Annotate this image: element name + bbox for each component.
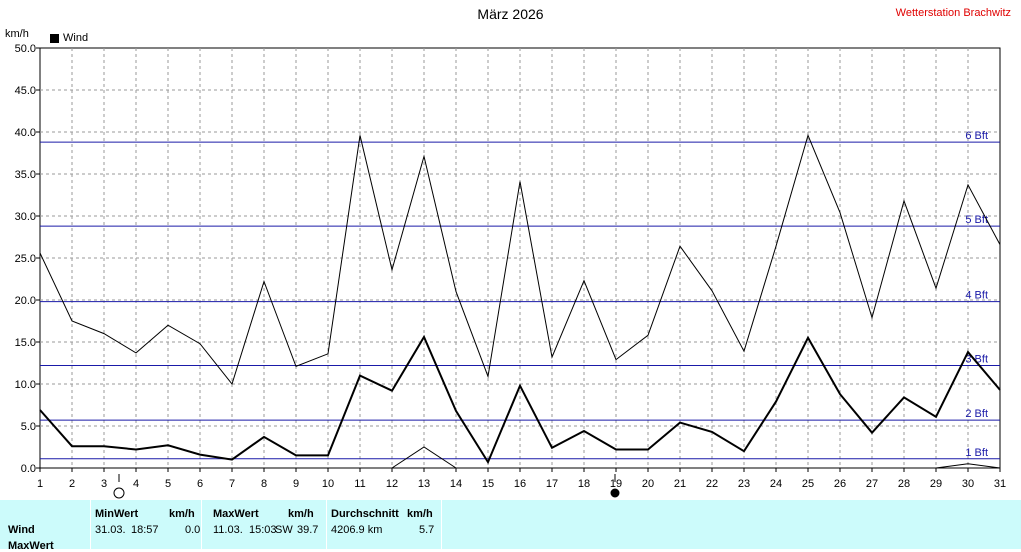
stats-col-min: MinWert km/h 31.03. 18:57 0.0 bbox=[90, 500, 201, 549]
stats-divider bbox=[441, 500, 442, 549]
series-line-1 bbox=[39, 133, 1001, 386]
y-tick-label: 0.0 bbox=[21, 463, 36, 475]
x-tick-label: 28 bbox=[898, 478, 910, 490]
beaufort-label: 6 Bft bbox=[965, 130, 988, 142]
avg-value: 5.7 bbox=[419, 524, 435, 536]
max-unit: km/h bbox=[288, 508, 314, 520]
x-tick-label: 21 bbox=[674, 478, 686, 490]
x-tick-label: 17 bbox=[546, 478, 558, 490]
avg-unit: km/h bbox=[407, 508, 433, 520]
chart-title: März 2026 bbox=[477, 6, 544, 22]
beaufort-label: 4 Bft bbox=[965, 290, 988, 302]
avg-distance: 4206.9 km bbox=[331, 524, 383, 536]
x-tick-label: 16 bbox=[514, 478, 526, 490]
station-name: Wetterstation Brachwitz bbox=[895, 7, 1011, 19]
x-tick-label: 31 bbox=[994, 478, 1006, 490]
series-line-0 bbox=[39, 334, 1001, 465]
x-tick-label: 10 bbox=[322, 478, 334, 490]
x-tick-label: 23 bbox=[738, 478, 750, 490]
x-tick-label: 7 bbox=[229, 478, 235, 490]
x-tick-label: 18 bbox=[578, 478, 590, 490]
min-date: 31.03. bbox=[95, 524, 126, 536]
new-moon-icon bbox=[610, 488, 620, 498]
beaufort-label: 1 Bft bbox=[965, 447, 988, 459]
legend-swatch bbox=[50, 33, 59, 43]
x-tick-label: 3 bbox=[101, 478, 107, 490]
y-tick-label: 40.0 bbox=[15, 127, 36, 139]
max-time: 15:03 bbox=[249, 524, 277, 536]
x-tick-label: 2 bbox=[69, 478, 75, 490]
y-tick-label: 30.0 bbox=[15, 211, 36, 223]
series-line-2 bbox=[391, 446, 457, 469]
series bbox=[39, 133, 1001, 469]
stats-row-wind: Wind bbox=[8, 524, 35, 536]
series-line-2 bbox=[935, 463, 1001, 469]
max-direction: SW bbox=[275, 524, 293, 536]
stats-col-avg: Durchschnitt km/h 4206.9 km 5.7 bbox=[326, 500, 441, 549]
x-tick-label: 25 bbox=[802, 478, 814, 490]
legend: Wind bbox=[50, 32, 88, 44]
x-tick-label: 20 bbox=[642, 478, 654, 490]
stats-row-maxwert: MaxWert bbox=[8, 540, 54, 552]
x-tick-label: 13 bbox=[418, 478, 430, 490]
x-tick-label: 4 bbox=[133, 478, 139, 490]
y-tick-label: 5.0 bbox=[21, 421, 36, 433]
y-tick-label: 50.0 bbox=[15, 43, 36, 55]
x-tick-label: 12 bbox=[386, 478, 398, 490]
x-tick-label: 6 bbox=[197, 478, 203, 490]
y-tick-label: 20.0 bbox=[15, 295, 36, 307]
legend-label: Wind bbox=[63, 32, 89, 44]
x-tick-label: 5 bbox=[165, 478, 171, 490]
stats-panel: Wind MaxWert MinWert km/h 31.03. 18:57 0… bbox=[0, 500, 1021, 552]
full-moon-icon bbox=[113, 487, 125, 499]
x-tick-label: 27 bbox=[866, 478, 878, 490]
avg-header: Durchschnitt bbox=[331, 508, 399, 520]
y-tick-label: 45.0 bbox=[15, 85, 36, 97]
y-tick-label: 10.0 bbox=[15, 379, 36, 391]
x-tick-label: 9 bbox=[293, 478, 299, 490]
y-axis-unit: km/h bbox=[5, 28, 29, 40]
x-tick-label: 1 bbox=[37, 478, 43, 490]
min-value: 0.0 bbox=[185, 524, 201, 536]
x-tick-label: 19 bbox=[610, 478, 622, 490]
y-tick-label: 15.0 bbox=[15, 337, 36, 349]
x-tick-label: 11 bbox=[354, 478, 365, 490]
x-tick-label: 8 bbox=[261, 478, 267, 490]
x-tick-label: 15 bbox=[482, 478, 494, 490]
x-tick-label: 29 bbox=[930, 478, 942, 490]
min-header: MinWert bbox=[95, 508, 139, 520]
max-value: 39.7 bbox=[297, 524, 319, 536]
y-tick-label: 25.0 bbox=[15, 253, 36, 265]
min-unit: km/h bbox=[169, 508, 195, 520]
y-tick-label: 35.0 bbox=[15, 169, 36, 181]
x-tick-label: 26 bbox=[834, 478, 846, 490]
x-tick-label: 30 bbox=[962, 478, 974, 490]
axes: 0.0 5.0 10.0 15.0 20.0 25.0 30.0 35.0 40.0 45.0 50… bbox=[15, 43, 1007, 490]
min-time: 18:57 bbox=[131, 524, 159, 536]
x-tick-label: 24 bbox=[770, 478, 782, 490]
beaufort-label: 5 Bft bbox=[965, 214, 988, 226]
beaufort-label: 2 Bft bbox=[965, 408, 988, 420]
moon-phases bbox=[113, 474, 620, 499]
stats-col-max: MaxWert km/h 11.03. 15:03 SW 39.7 bbox=[201, 500, 326, 549]
max-header: MaxWert bbox=[213, 508, 259, 520]
x-tick-label: 22 bbox=[706, 478, 718, 490]
max-date: 11.03. bbox=[213, 524, 243, 536]
x-tick-label: 14 bbox=[450, 478, 462, 490]
